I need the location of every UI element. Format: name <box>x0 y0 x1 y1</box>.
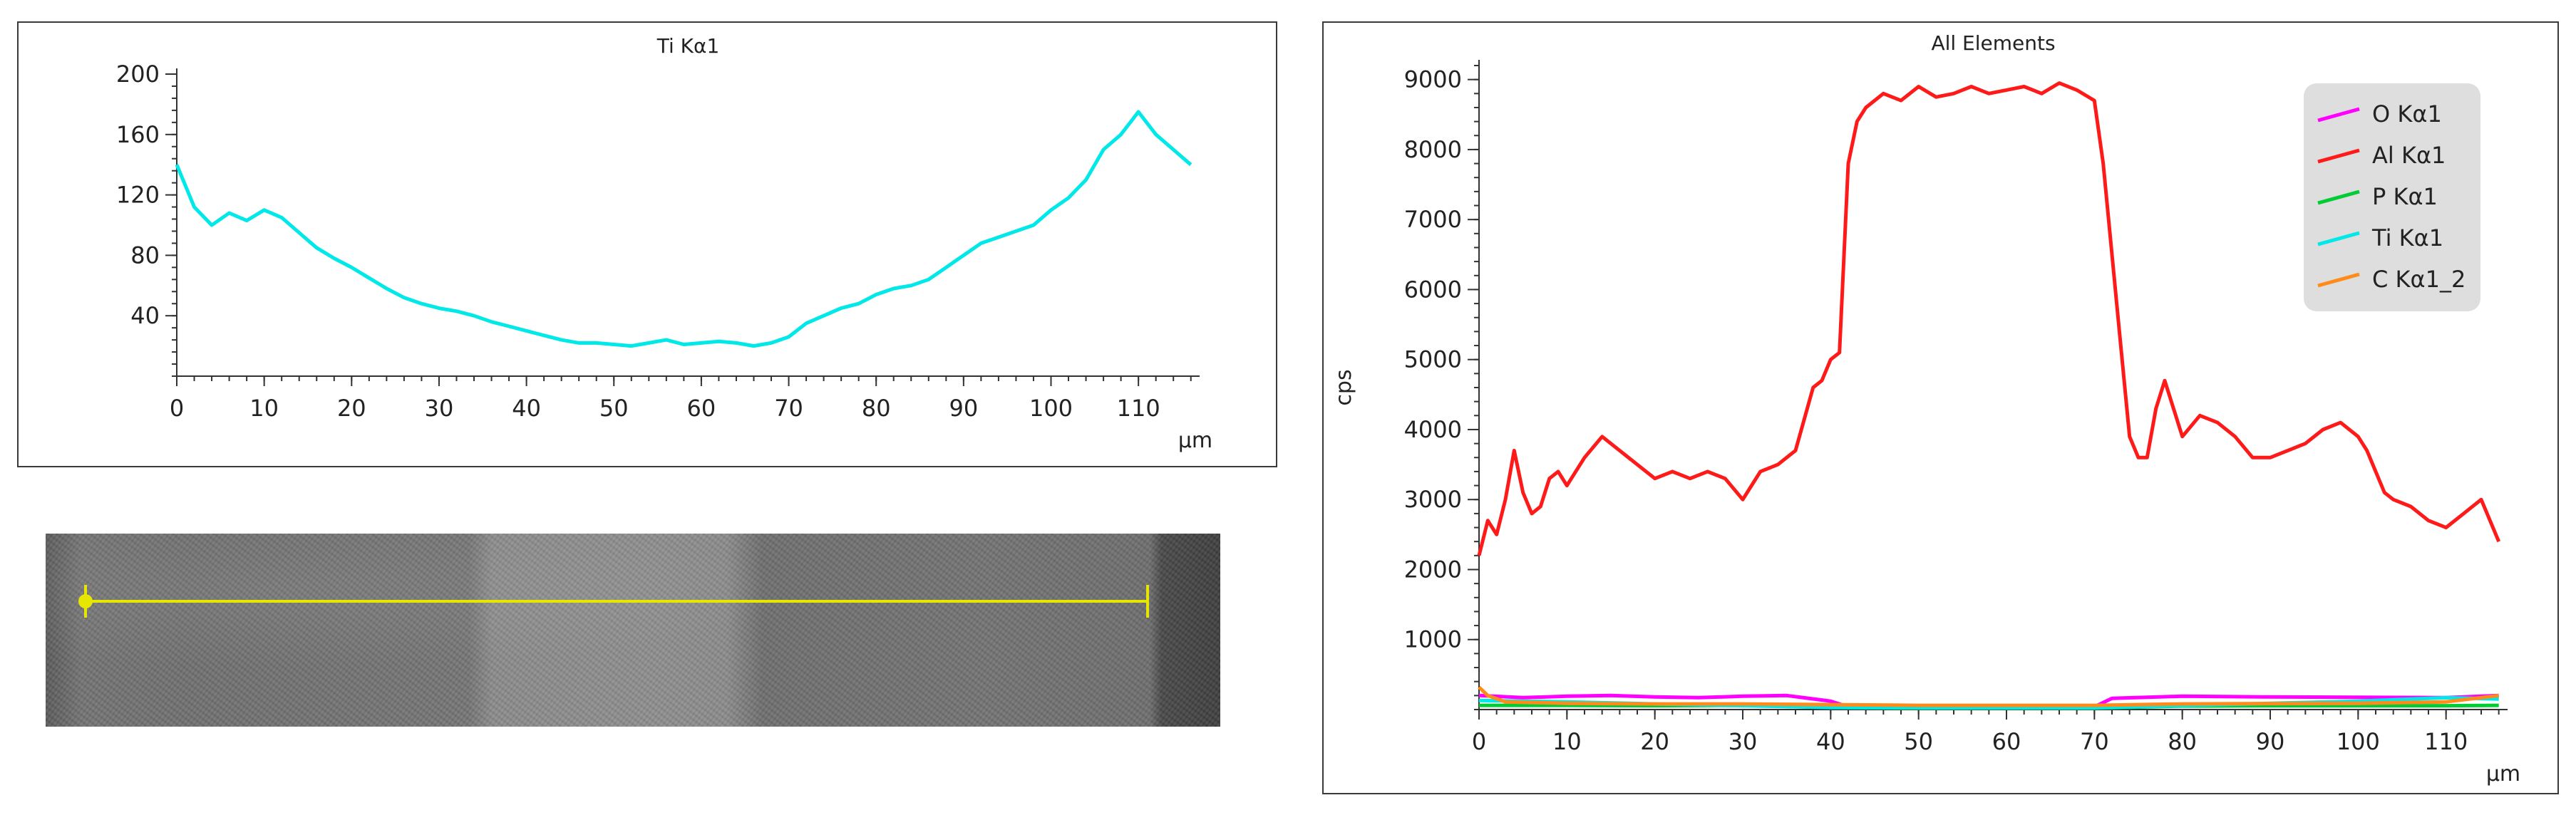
x-tick-label: 20 <box>337 395 366 422</box>
y-tick-label: 5000 <box>1404 346 1462 373</box>
y-tick-label: 6000 <box>1404 276 1462 303</box>
x-tick-label: 110 <box>2424 728 2468 755</box>
x-tick-label: 30 <box>425 395 454 422</box>
legend-label: Ti Kα1 <box>2371 224 2443 251</box>
x-tick-label: 90 <box>949 395 978 422</box>
y-tick-label: 40 <box>130 302 160 329</box>
series-line-al-k-1 <box>1477 81 2501 556</box>
y-tick-label: 8000 <box>1404 136 1462 163</box>
y-tick-label: 200 <box>116 61 160 88</box>
y-tick-label: 1000 <box>1404 626 1462 653</box>
x-tick-label: 70 <box>2080 728 2109 755</box>
x-tick-label: 100 <box>2337 728 2380 755</box>
ti-chart-panel: Ti Kα1 0 10 20 30 40 50 60 70 80 90 100 110 40 80 120 1… <box>17 21 1277 467</box>
legend-swatch <box>2317 107 2360 123</box>
x-axis-unit: µm <box>1178 428 1212 453</box>
x-tick-label: 50 <box>599 395 629 422</box>
chart-title: All Elements <box>1931 31 2055 55</box>
legend-label: O Kα1 <box>2372 100 2442 128</box>
y-tick-label: 7000 <box>1404 206 1462 233</box>
series-line-ti-k-1 <box>175 110 1192 348</box>
x-tick-label: 20 <box>1640 728 1669 755</box>
x-tick-label: 70 <box>774 395 803 422</box>
x-tick-label: 40 <box>512 395 541 422</box>
x-tick-label: 80 <box>2168 728 2197 755</box>
legend-swatch <box>2317 148 2360 164</box>
y-axis-label: cps <box>1331 369 1356 405</box>
y-tick-label: 120 <box>116 182 160 209</box>
legend-swatch <box>2317 231 2360 246</box>
y-tick-label: 160 <box>116 121 160 148</box>
all-elements-chart-panel: All Elements 0 10 20 30 40 50 60 70 80 90 100 110 10… <box>1322 21 2559 794</box>
scan-line-overlay <box>78 585 1149 618</box>
x-tick-label: 10 <box>249 395 279 422</box>
y-tick-label: 3000 <box>1404 486 1462 513</box>
legend-label: C Kα1_2 <box>2372 266 2466 293</box>
y-tick-label: 80 <box>130 242 160 269</box>
all-elements-chart: All Elements 0 10 20 30 40 50 60 70 80 90 100 110 10… <box>1331 31 2520 787</box>
x-tick-label: 80 <box>862 395 891 422</box>
x-tick-label: 0 <box>170 395 184 422</box>
legend-label: P Kα1 <box>2372 183 2438 210</box>
y-tick-label: 2000 <box>1404 556 1462 583</box>
legend <box>2304 83 2480 311</box>
series-line-c-k-1-2 <box>1478 685 2499 707</box>
legend-swatch <box>2317 272 2360 288</box>
y-tick-label: 9000 <box>1404 66 1462 93</box>
x-tick-label: 90 <box>2256 728 2285 755</box>
x-tick-label: 60 <box>687 395 716 422</box>
sem-micrograph <box>46 534 1220 727</box>
legend-label: Al Kα1 <box>2372 142 2446 169</box>
x-tick-label: 10 <box>1552 728 1582 755</box>
chart-title: Ti Kα1 <box>656 34 720 58</box>
x-tick-label: 50 <box>1904 728 1933 755</box>
x-tick-label: 110 <box>1117 395 1160 422</box>
x-axis-unit: µm <box>2486 762 2520 787</box>
y-tick-label: 4000 <box>1404 416 1462 443</box>
legend-swatch <box>2317 190 2360 205</box>
x-tick-label: 100 <box>1029 395 1073 422</box>
x-tick-label: 0 <box>1472 728 1486 755</box>
x-tick-label: 40 <box>1816 728 1845 755</box>
x-tick-label: 30 <box>1729 728 1758 755</box>
ti-chart: Ti Kα1 0 10 20 30 40 50 60 70 80 90 100 110 40 80 120 1… <box>116 34 1212 453</box>
x-tick-label: 60 <box>1992 728 2021 755</box>
